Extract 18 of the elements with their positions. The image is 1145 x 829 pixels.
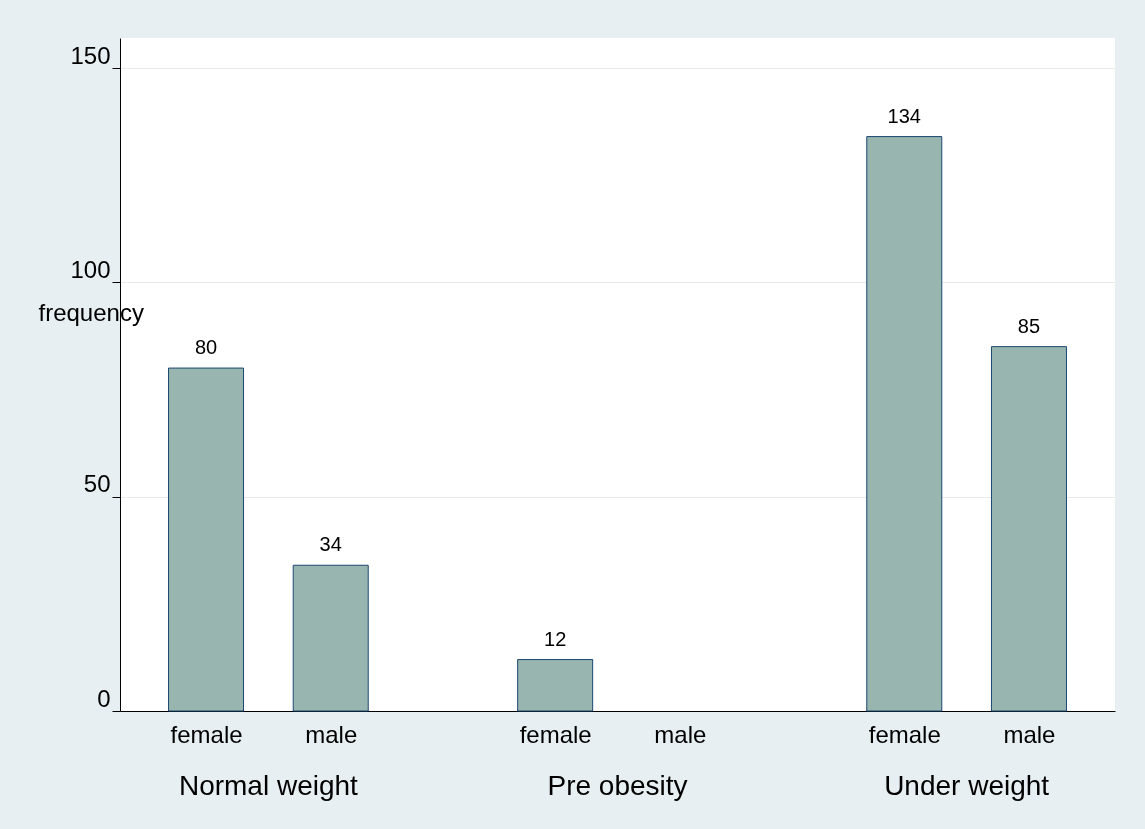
- x-tick-label: female: [868, 720, 941, 748]
- data-label: 85: [1017, 314, 1041, 337]
- text: Normal weight: [178, 770, 359, 801]
- x-tick-label: male: [1003, 720, 1056, 748]
- x-tick-label: male: [305, 720, 358, 748]
- x-tick-label: female: [519, 720, 592, 748]
- text: Pre obesity: [547, 770, 688, 801]
- x-tick-label: female: [170, 720, 243, 748]
- data-label: 134: [887, 104, 921, 127]
- y-tick-label: 50: [83, 470, 111, 498]
- data-label: 80: [194, 336, 218, 359]
- y-tick-label: 0: [97, 684, 111, 712]
- y-tick-label: 100: [70, 255, 111, 283]
- data-label: 12: [544, 627, 567, 650]
- text: Under weight: [884, 770, 1050, 801]
- y-tick-label: 150: [70, 41, 111, 69]
- x-tick-label: male: [654, 720, 707, 748]
- data-label: 34: [319, 533, 342, 556]
